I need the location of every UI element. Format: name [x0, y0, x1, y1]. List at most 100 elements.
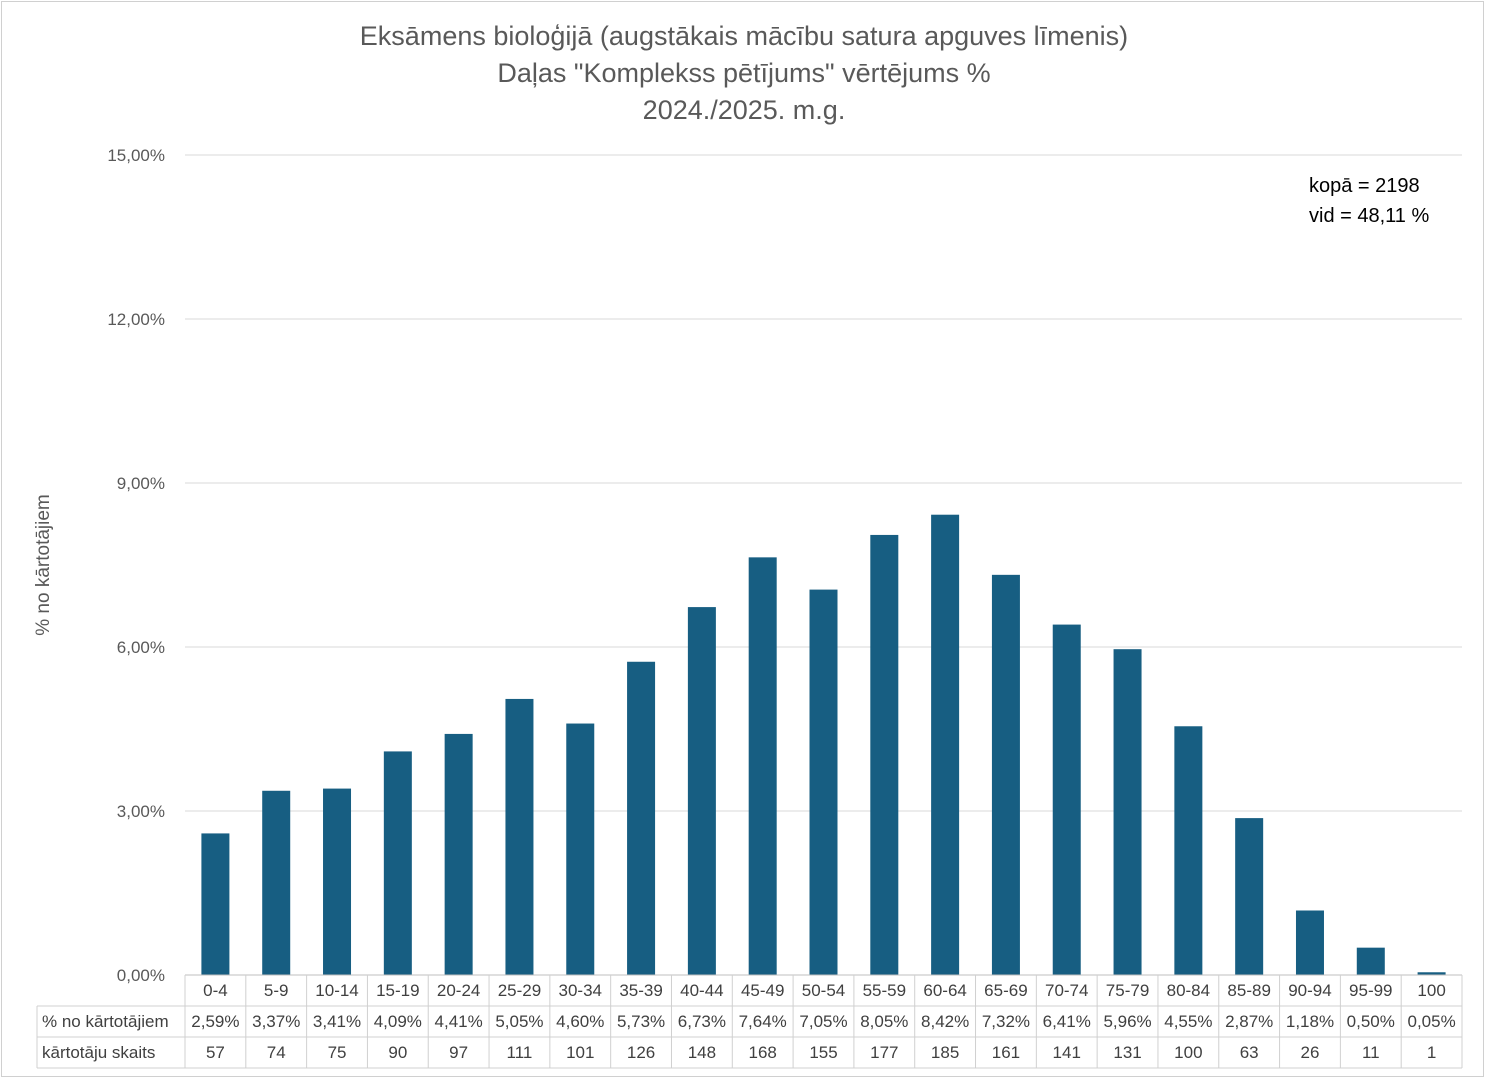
table-cell: 7,05% [799, 1012, 847, 1031]
y-axis-title: % no kārtotājiem [33, 494, 54, 636]
y-tick-label: 9,00% [117, 474, 165, 493]
annotation-line-1: kopā = 2198 [1309, 175, 1420, 197]
table-cell: 57 [206, 1043, 225, 1062]
table-cell: 168 [749, 1043, 777, 1062]
table-cell: 4,55% [1164, 1012, 1212, 1031]
table-cell: 6,73% [678, 1012, 726, 1031]
category-label: 35-39 [619, 981, 662, 1000]
table-row-header: % no kārtotājiem [42, 1012, 169, 1031]
table-cell: 101 [566, 1043, 594, 1062]
table-cell: 4,60% [556, 1012, 604, 1031]
table-cell: 2,59% [191, 1012, 239, 1031]
annotation-line-2: vid = 48,11 % [1309, 205, 1429, 227]
category-label: 55-59 [863, 981, 906, 1000]
y-tick-label: 6,00% [117, 638, 165, 657]
y-tick-label: 0,00% [117, 966, 165, 985]
bar-85-89 [1235, 818, 1264, 975]
table-cell: 11 [1362, 1043, 1380, 1062]
category-label: 80-84 [1167, 981, 1210, 1000]
category-label: 5-9 [264, 981, 289, 1000]
bar-95-99 [1356, 947, 1385, 975]
chart-title: Eksāmens bioloģijā (augstākais mācību sa… [360, 21, 1128, 125]
category-label: 25-29 [498, 981, 541, 1000]
table-cell: 3,37% [252, 1012, 300, 1031]
bar-55-59 [870, 534, 899, 975]
bar-75-79 [1113, 649, 1142, 975]
table-cell: 111 [507, 1043, 533, 1062]
category-label: 15-19 [376, 981, 419, 1000]
chart-title-line-3: 2024./2025. m.g. [643, 95, 846, 125]
table-cell: 90 [388, 1043, 407, 1062]
table-cell: 148 [688, 1043, 716, 1062]
bar-15-19 [383, 751, 412, 975]
table-cell: 0,50% [1347, 1012, 1395, 1031]
bar-45-49 [748, 557, 777, 975]
table-cell: 4,09% [374, 1012, 422, 1031]
y-axis-ticks: 0,00% 3,00% 6,00% 9,00% 12,00% 15,00% [107, 146, 165, 985]
y-tick-label: 12,00% [107, 310, 165, 329]
bar-90-94 [1295, 910, 1324, 975]
category-label: 65-69 [984, 981, 1027, 1000]
category-label: 20-24 [437, 981, 480, 1000]
table-cell: 126 [627, 1043, 655, 1062]
category-label: 75-79 [1106, 981, 1149, 1000]
chart-title-line-1: Eksāmens bioloģijā (augstākais mācību sa… [360, 21, 1128, 51]
table-cell: 8,42% [921, 1012, 969, 1031]
gridlines [185, 154, 1462, 812]
table-cell: 97 [449, 1043, 468, 1062]
y-tick-label: 15,00% [107, 146, 165, 165]
chart-title-line-2: Daļas "Komplekss pētījums" vērtējums % [497, 58, 990, 88]
bar-10-14 [323, 788, 352, 975]
table-row-header: kārtotāju skaits [42, 1043, 155, 1062]
table-cell: 3,41% [313, 1012, 361, 1031]
summary-annotation: kopā = 2198 vid = 48,11 % [1309, 175, 1429, 227]
table-cell: 161 [992, 1043, 1020, 1062]
bar-25-29 [505, 698, 534, 975]
table-cell: 6,41% [1043, 1012, 1091, 1031]
table-cell: 74 [267, 1043, 286, 1062]
table-cell: 1 [1427, 1043, 1436, 1062]
table-cell: 131 [1113, 1043, 1141, 1062]
category-label: 50-54 [802, 981, 845, 1000]
category-label: 45-49 [741, 981, 784, 1000]
table-cell: 0,05% [1407, 1012, 1455, 1031]
table-cell: 100 [1174, 1043, 1202, 1062]
table-cell: 185 [931, 1043, 959, 1062]
y-tick-label: 3,00% [117, 802, 165, 821]
bar-100 [1417, 972, 1446, 975]
table-cell: 5,73% [617, 1012, 665, 1031]
bar-35-39 [627, 661, 656, 975]
table-cell: 7,32% [982, 1012, 1030, 1031]
data-table: 0-4 5-9 10-14 15-19 20-24 25-29 30-34 35-39 40-4… [36, 974, 1463, 1069]
bar-20-24 [444, 733, 473, 975]
bar-40-44 [687, 607, 716, 975]
table-cell: 5,05% [495, 1012, 543, 1031]
category-label: 70-74 [1045, 981, 1088, 1000]
bar-60-64 [931, 514, 960, 975]
category-label: 90-94 [1288, 981, 1331, 1000]
table-cell: 26 [1301, 1043, 1320, 1062]
bar-80-84 [1174, 726, 1203, 975]
table-cell: 177 [870, 1043, 898, 1062]
bar-70-74 [1052, 624, 1081, 975]
category-label: 95-99 [1349, 981, 1392, 1000]
category-label: 100 [1417, 981, 1445, 1000]
table-cell: 4,41% [435, 1012, 483, 1031]
category-label: 30-34 [559, 981, 602, 1000]
category-label: 60-64 [923, 981, 966, 1000]
table-cell: 63 [1240, 1043, 1259, 1062]
category-label: 85-89 [1227, 981, 1270, 1000]
table-cell: 141 [1053, 1043, 1081, 1062]
category-label: 40-44 [680, 981, 723, 1000]
table-cell: 75 [328, 1043, 347, 1062]
category-label: 10-14 [315, 981, 358, 1000]
bar-5-9 [262, 790, 291, 975]
bar-65-69 [991, 574, 1020, 975]
table-cell: 2,87% [1225, 1012, 1273, 1031]
bar-50-54 [809, 589, 838, 975]
bar-0-4 [201, 833, 230, 975]
table-cell: 1,18% [1286, 1012, 1334, 1031]
table-cell: 8,05% [860, 1012, 908, 1031]
